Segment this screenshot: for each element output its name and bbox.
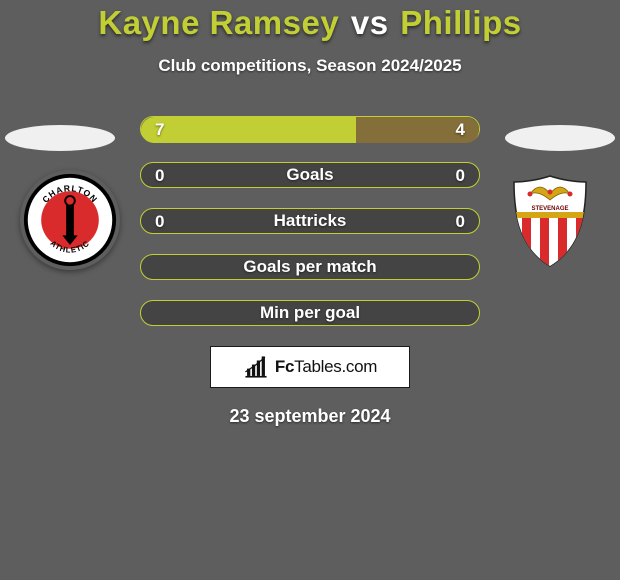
player-a-name: Kayne Ramsey bbox=[98, 4, 339, 41]
stat-label: Min per goal bbox=[141, 300, 479, 326]
vs-word: vs bbox=[351, 4, 389, 41]
attribution-text: FcTables.com bbox=[275, 357, 377, 377]
stat-right-value: 4 bbox=[456, 117, 465, 143]
stat-label: Goals per match bbox=[141, 254, 479, 280]
stat-left-value: 0 bbox=[155, 163, 164, 189]
brand-b: Tables bbox=[294, 357, 341, 376]
stat-left-value: 0 bbox=[155, 209, 164, 235]
stat-row: 74Matches bbox=[140, 116, 480, 142]
bar-chart-icon bbox=[243, 354, 269, 380]
page-title: Kayne Ramsey vs Phillips bbox=[0, 4, 620, 42]
stat-right-value: 0 bbox=[456, 163, 465, 189]
player-b-name: Phillips bbox=[400, 4, 521, 41]
stat-row: 0 0Goals bbox=[140, 162, 480, 188]
stat-label: Hattricks bbox=[141, 208, 479, 234]
bar-fill-left bbox=[141, 117, 356, 143]
stat-row: 0 0Hattricks bbox=[140, 208, 480, 234]
snapshot-date: 23 september 2024 bbox=[0, 406, 620, 427]
stat-label: Goals bbox=[141, 162, 479, 188]
subtitle: Club competitions, Season 2024/2025 bbox=[0, 56, 620, 76]
stat-rows: 74Matches00Goals00HattricksGoals per mat… bbox=[0, 116, 620, 326]
brand-c: .com bbox=[341, 357, 377, 376]
brand-a: Fc bbox=[275, 357, 294, 376]
comparison-infographic: Kayne Ramsey vs Phillips Club competitio… bbox=[0, 0, 620, 580]
stat-right-value: 0 bbox=[456, 209, 465, 235]
stat-row: Goals per match bbox=[140, 254, 480, 280]
stat-row: Min per goal bbox=[140, 300, 480, 326]
attribution-badge: FcTables.com bbox=[210, 346, 410, 388]
stat-left-value: 7 bbox=[155, 117, 164, 143]
